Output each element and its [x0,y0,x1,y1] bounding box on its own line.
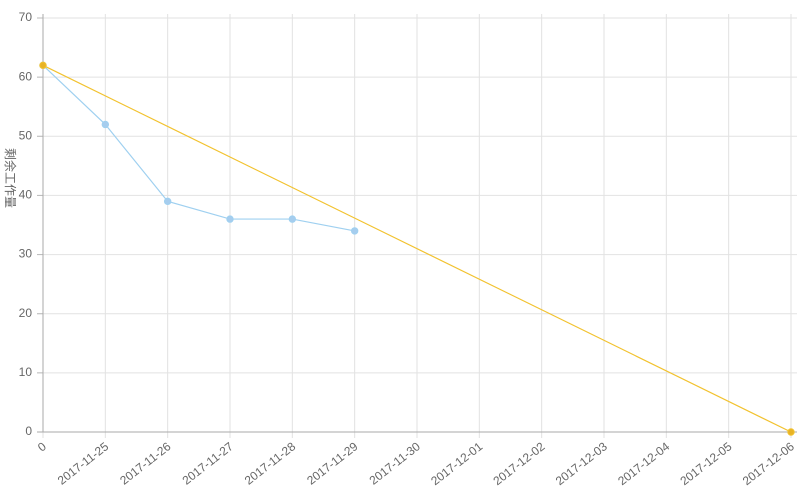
series-line-2 [42,64,792,433]
x-tick-label: 2017-11-28 [242,439,299,487]
x-tick-label: 2017-12-05 [678,439,735,488]
series-layer [39,61,795,436]
y-tick-label: 70 [19,10,33,24]
data-point-1 [350,227,359,235]
x-tick-label: 2017-11-27 [180,439,237,487]
x-tick-label: 2017-12-01 [428,439,485,488]
grid [37,14,797,438]
x-tick-label: 2017-12-04 [615,439,672,488]
x-tick-label: 2017-11-30 [367,439,424,487]
y-tick-label: 0 [25,424,32,438]
data-point-2 [787,428,795,436]
x-tick-labels: 0 2017-11-25 2017-11-26 2017-11-27 2017-11-2… [35,439,797,488]
x-tick-label: 2017-11-29 [304,439,361,487]
y-tick-label: 30 [19,247,33,261]
y-tick-label: 50 [19,128,33,142]
y-tick-label: 60 [19,69,33,83]
series-line-1 [42,64,355,232]
axes [37,14,797,433]
y-tick-labels: 0 10 20 30 40 50 60 70 [19,10,33,438]
x-tick-label: 0 [35,439,49,454]
data-point-1 [226,215,234,223]
data-point-1 [101,120,110,129]
data-point-1 [288,215,297,223]
x-tick-label: 2017-12-03 [553,439,610,488]
x-tick-label: 2017-12-02 [491,439,548,488]
x-tick-label: 2017-11-26 [117,439,174,487]
data-point-2 [39,61,47,70]
y-axis-label: 剩余工作量 [3,148,18,208]
x-tick-label: 2017-11-25 [55,439,112,487]
y-tick-label: 10 [19,365,33,379]
x-tick-label: 2017-12-06 [740,439,797,488]
y-tick-label: 20 [19,306,33,320]
data-point-1 [163,197,172,206]
y-tick-label: 40 [19,188,33,202]
